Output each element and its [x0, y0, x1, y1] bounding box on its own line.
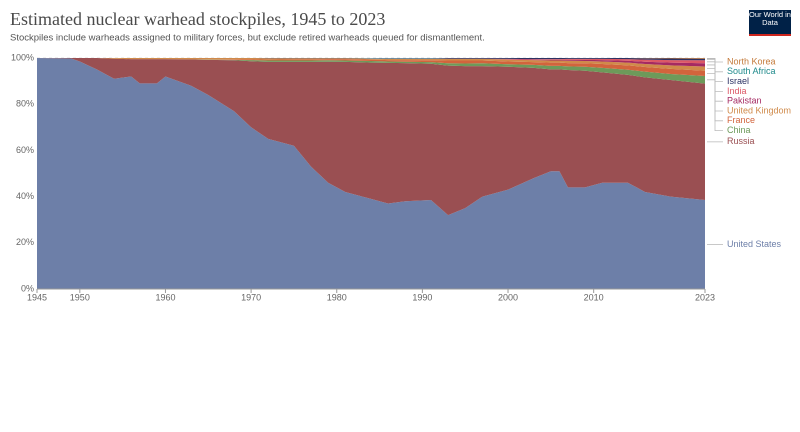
- legend-label: India: [727, 86, 747, 96]
- area: [37, 58, 705, 59]
- logo[interactable]: Our World in Data: [749, 10, 791, 36]
- legend-label: China: [727, 125, 751, 135]
- y-tick-label: 100%: [11, 52, 34, 62]
- logo-bar: [749, 34, 791, 36]
- legend-label: South Africa: [727, 66, 776, 76]
- legend-connector: [707, 79, 723, 131]
- logo-box: [749, 10, 791, 36]
- x-tick-label: 2010: [584, 292, 604, 302]
- y-tick-label: 0%: [21, 283, 34, 293]
- legend-label: Russia: [727, 136, 755, 146]
- area: [37, 58, 705, 64]
- x-tick-label: 1980: [327, 292, 347, 302]
- x-tick-label: 1950: [70, 292, 90, 302]
- x-tick-label: 1960: [155, 292, 175, 302]
- chart-subtitle: Stockpiles include warheads assigned to …: [10, 33, 485, 44]
- area: [37, 58, 705, 77]
- x-tick-label: 1970: [241, 292, 261, 302]
- legend-label: Pakistan: [727, 96, 762, 106]
- chart-title: Estimated nuclear warhead stockpiles, 19…: [10, 9, 385, 29]
- y-tick-label: 40%: [16, 191, 34, 201]
- logo-text: Our World in Data: [749, 11, 791, 27]
- area: [37, 58, 705, 216]
- y-tick-label: 80%: [16, 99, 34, 109]
- legend-label: United Kingdom: [727, 105, 791, 115]
- x-tick-label: 2000: [498, 292, 518, 302]
- x-tick-label: 2023: [695, 292, 715, 302]
- legend-label: United States: [727, 239, 782, 249]
- legend-label: North Korea: [727, 56, 776, 66]
- logo-wrap: Our World in Data: [749, 11, 791, 27]
- y-tick-label: 60%: [16, 145, 34, 155]
- x-tick-label: 1945: [27, 292, 47, 302]
- area: [37, 58, 705, 289]
- area: [37, 58, 705, 71]
- area: [37, 58, 705, 67]
- x-tick-label: 1990: [412, 292, 432, 302]
- area: [37, 58, 705, 61]
- legend-label: France: [727, 115, 755, 125]
- y-tick-label: 20%: [16, 237, 34, 247]
- area: [37, 58, 705, 59]
- legend-label: Israel: [727, 76, 749, 86]
